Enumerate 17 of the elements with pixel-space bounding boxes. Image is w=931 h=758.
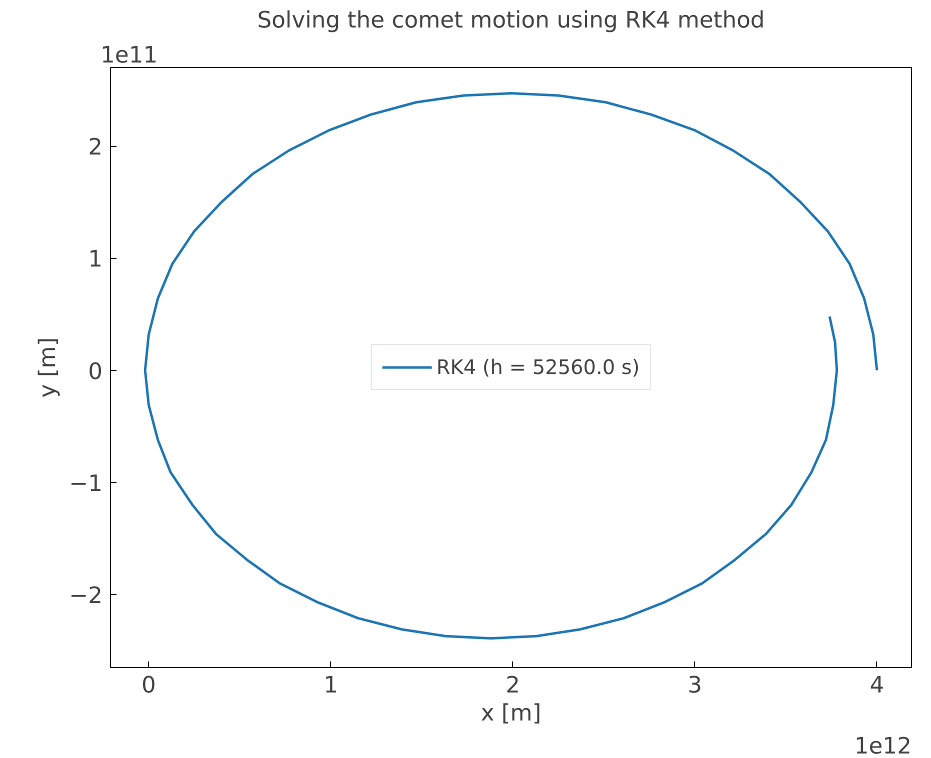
- x-tick-label: 3: [688, 672, 702, 698]
- line-series: [144, 92, 878, 640]
- legend-label: RK4 (h = 52560.0 s): [436, 355, 640, 379]
- y-tick-label: 2: [88, 134, 103, 161]
- y-tick-label: −2: [69, 583, 103, 610]
- y-tick-label: 0: [88, 358, 103, 385]
- annotation: 1e11: [100, 42, 158, 68]
- chart-title: Solving the comet motion using RK4 method: [257, 8, 765, 34]
- x-tick-label: 2: [506, 672, 520, 698]
- x-axis-title: x [m]: [480, 700, 542, 726]
- y-tick-label: 1: [88, 246, 103, 273]
- text: 1e12: [854, 734, 912, 758]
- y-axis-title: y [m]: [35, 337, 62, 398]
- x-tick-label: 1: [324, 672, 338, 698]
- y-tick-label: −1: [69, 470, 103, 497]
- x-tick-label: 4: [870, 672, 884, 698]
- x-tick-label: 0: [142, 672, 156, 698]
